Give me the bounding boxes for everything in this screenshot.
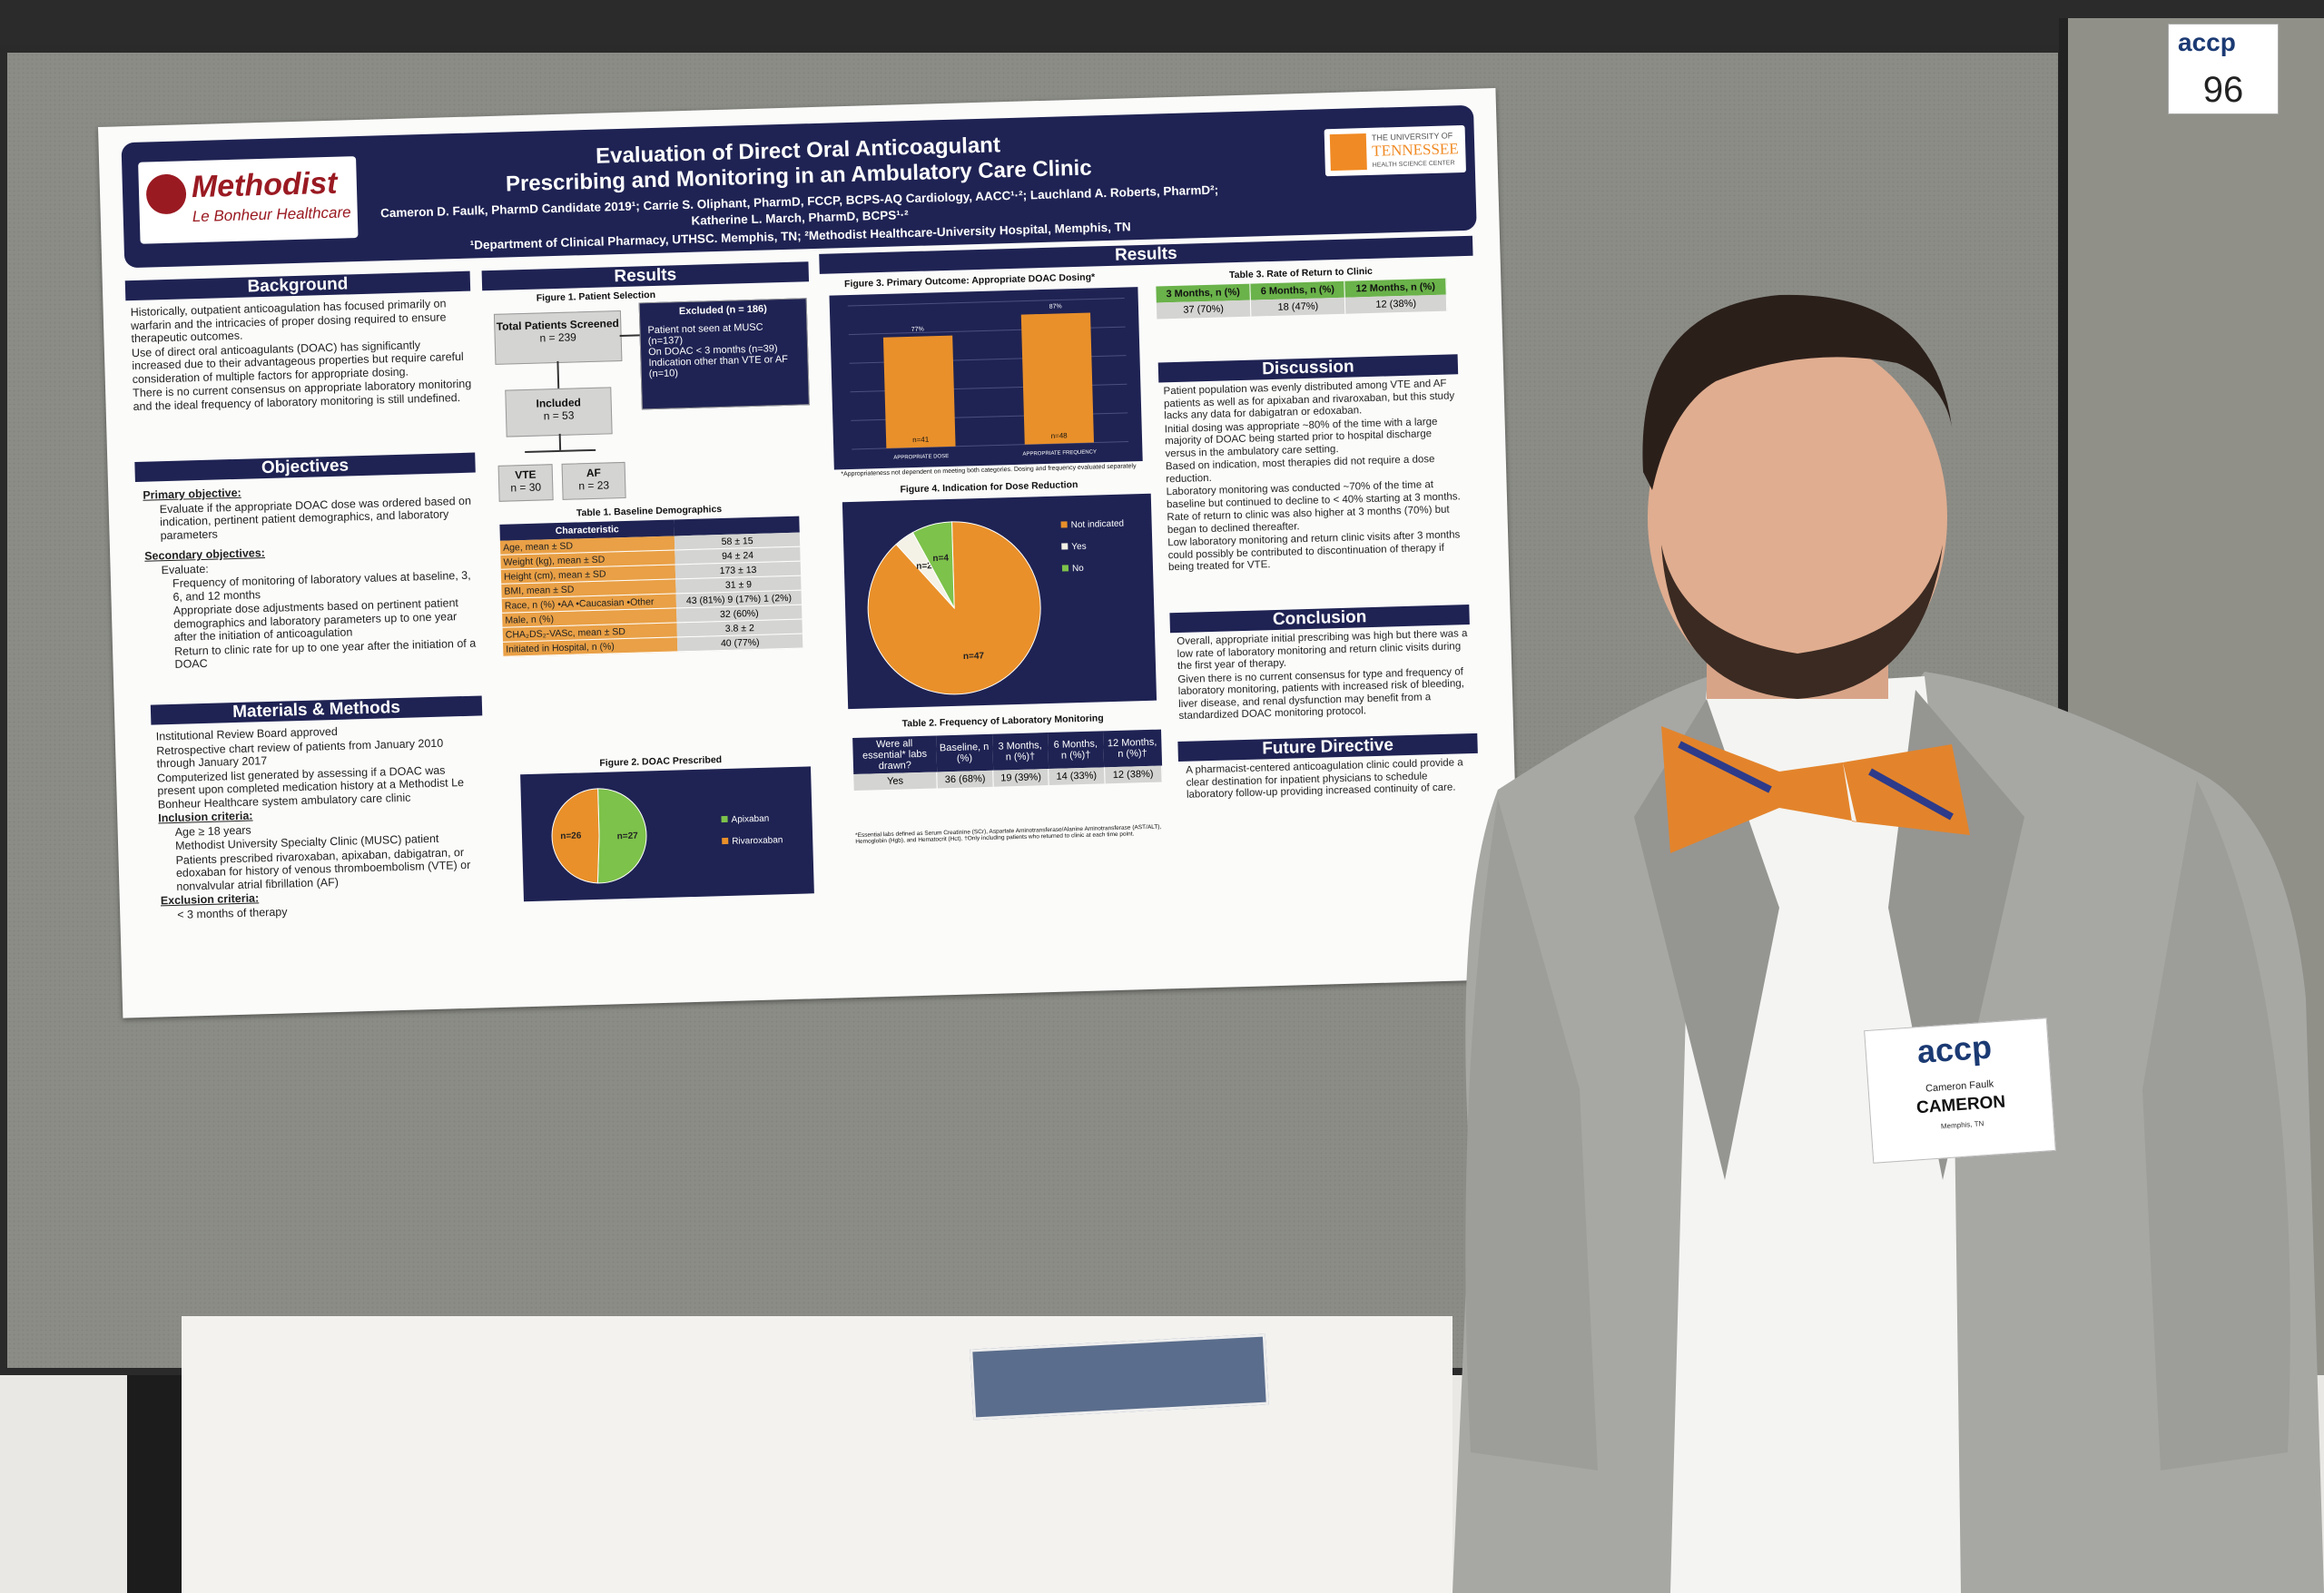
- legend-swatch: [1061, 565, 1069, 572]
- slice-label: n=26: [560, 831, 582, 842]
- legend-label: Yes: [1071, 542, 1087, 552]
- bow-tie: [1661, 726, 1970, 853]
- pie-slice: [911, 521, 955, 609]
- bar-data-label: n=48: [1051, 431, 1068, 440]
- pie-slice: [551, 788, 600, 884]
- bar: [1020, 312, 1095, 445]
- legend-label: Rivaroxaban: [732, 835, 783, 847]
- name-badge: accp Cameron Faulk CAMERON Memphis, TN: [1864, 1018, 2056, 1164]
- slice-label: n=4: [932, 554, 949, 564]
- figure4-chart: n=47 n=2 n=4 Not indicated Yes No: [842, 493, 1157, 710]
- legend-swatch: [1061, 543, 1068, 550]
- slice-label: n=47: [963, 651, 985, 662]
- category-label: APPROPRIATE DOSE: [893, 454, 949, 461]
- legend-swatch: [1060, 521, 1068, 528]
- legend-swatch: [721, 815, 728, 823]
- percent-label: 77%: [911, 326, 924, 332]
- dose-reduction-pie: n=47 n=2n=4 Not indicated Yes No: [867, 519, 1125, 695]
- bow-tie-stripe: [1868, 768, 1954, 821]
- bar: [882, 335, 956, 448]
- pie-slice: [596, 788, 647, 884]
- slice-label: n=27: [617, 831, 639, 842]
- legend-label: Apixaban: [731, 814, 769, 825]
- percent-label: 87%: [1049, 303, 1062, 310]
- bow-tie-stripe: [1678, 741, 1772, 793]
- legend-swatch: [722, 837, 729, 845]
- category-label: APPROPRIATE FREQUENCY: [1022, 449, 1097, 457]
- booth-number: 96: [2202, 70, 2244, 110]
- sign-brand: accp: [2178, 28, 2236, 56]
- booth-number-sign: accp 96: [2168, 24, 2279, 114]
- grid-line: [847, 298, 1125, 307]
- slice-label: n=2: [916, 561, 932, 571]
- research-poster: Methodist Le Bonheur Healthcare Evaluati…: [98, 88, 1521, 1018]
- ceiling: [0, 0, 2324, 53]
- badge-brand: accp: [1915, 1028, 1994, 1071]
- face: [1648, 336, 1947, 699]
- legend-label: Not indicated: [1071, 519, 1125, 531]
- appropriate-dosing-bar-chart: 77% n=41 APPROPRIATE DOSE 87% n=48 APPROPRIAT…: [847, 298, 1129, 461]
- doac-prescribed-pie: n=27 n=26 Apixaban Rivaroxaban: [551, 788, 783, 884]
- legend-label: No: [1072, 564, 1085, 574]
- figure3-chart: 77% n=41 APPROPRIATE DOSE 87% n=48 APPROPRIAT…: [829, 287, 1143, 470]
- bar-data-label: n=41: [912, 436, 930, 445]
- right-arm: [2142, 781, 2290, 1470]
- beard: [1661, 545, 1943, 699]
- hair: [1642, 294, 1952, 490]
- left-arm: [1465, 799, 1598, 1470]
- figure2-chart: n=27 n=26 Apixaban Rivaroxaban: [520, 766, 814, 902]
